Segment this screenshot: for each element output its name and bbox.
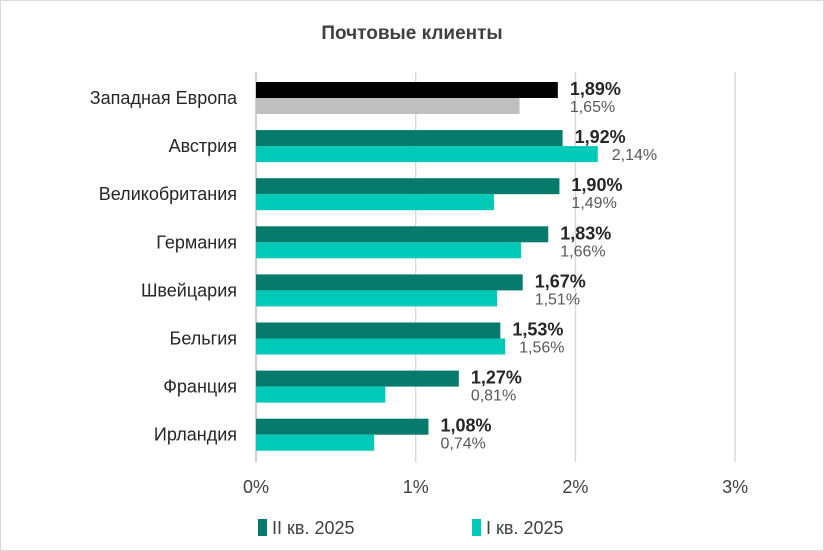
category-label: Бельгия <box>170 329 237 349</box>
data-label-q2: 1,89% <box>570 79 621 99</box>
legend-label-q1: I кв. 2025 <box>486 518 563 538</box>
category-label: Германия <box>156 232 237 252</box>
bar-q2 <box>256 82 558 98</box>
bar-q1 <box>256 242 522 259</box>
bar-q2 <box>256 418 429 435</box>
category-labels: Западная Европа Австрия Великобритания Герм… <box>90 88 238 445</box>
data-label-q2: 1,53% <box>512 320 563 340</box>
data-label-q1: 1,56% <box>519 340 564 357</box>
data-label-q1: 2,14% <box>612 147 657 164</box>
data-label-q1: 1,51% <box>535 291 580 308</box>
bar-q1 <box>256 290 498 307</box>
x-tick-label: 2% <box>562 477 588 497</box>
bar-q1 <box>256 434 375 451</box>
legend-swatch-q1 <box>472 519 481 536</box>
category-label: Австрия <box>169 136 237 156</box>
bar-q1 <box>256 194 494 211</box>
bar-q2 <box>256 274 523 291</box>
bar-q2 <box>256 130 563 147</box>
category-label: Ирландия <box>154 425 237 445</box>
data-label-q1: 0,81% <box>471 388 516 405</box>
x-tick-label: 3% <box>722 477 748 497</box>
bar-q2 <box>256 322 501 339</box>
data-label-q2: 1,27% <box>471 368 522 388</box>
category-label: Швейцария <box>141 280 237 300</box>
chart-title: Почтовые клиенты <box>321 23 502 44</box>
data-label-q2: 1,83% <box>560 223 611 243</box>
category-label: Великобритания <box>99 184 237 204</box>
bar-q2 <box>256 226 549 243</box>
bar-q1 <box>256 146 598 163</box>
data-label-q2: 1,67% <box>535 271 586 291</box>
bar-q2 <box>256 370 459 387</box>
bar-q1 <box>256 386 386 403</box>
x-tick-label: 1% <box>403 477 429 497</box>
bar-q2 <box>256 178 560 195</box>
legend: II кв. 2025 I кв. 2025 <box>258 518 563 538</box>
data-label-q2: 1,90% <box>571 175 622 195</box>
data-label-q1: 1,65% <box>570 99 615 116</box>
legend-swatch-q2 <box>258 519 267 536</box>
data-label-q1: 0,74% <box>440 436 485 453</box>
bars: 1,89%1,65% 1,92%2,14% 1,90%1,49% 1,83%1,66%… <box>256 79 657 453</box>
bar-q1 <box>256 338 506 355</box>
legend-label-q2: II кв. 2025 <box>272 518 355 538</box>
x-tick-label: 0% <box>243 477 269 497</box>
data-label-q1: 1,66% <box>560 243 605 260</box>
category-label: Западная Европа <box>90 88 238 108</box>
data-label-q1: 1,49% <box>571 195 616 212</box>
bar-q1 <box>256 98 520 114</box>
category-label: Франция <box>163 377 237 397</box>
data-label-q2: 1,08% <box>440 416 491 436</box>
data-label-q2: 1,92% <box>575 127 626 147</box>
x-axis-ticks: 0% 1% 2% 3% <box>243 477 748 497</box>
